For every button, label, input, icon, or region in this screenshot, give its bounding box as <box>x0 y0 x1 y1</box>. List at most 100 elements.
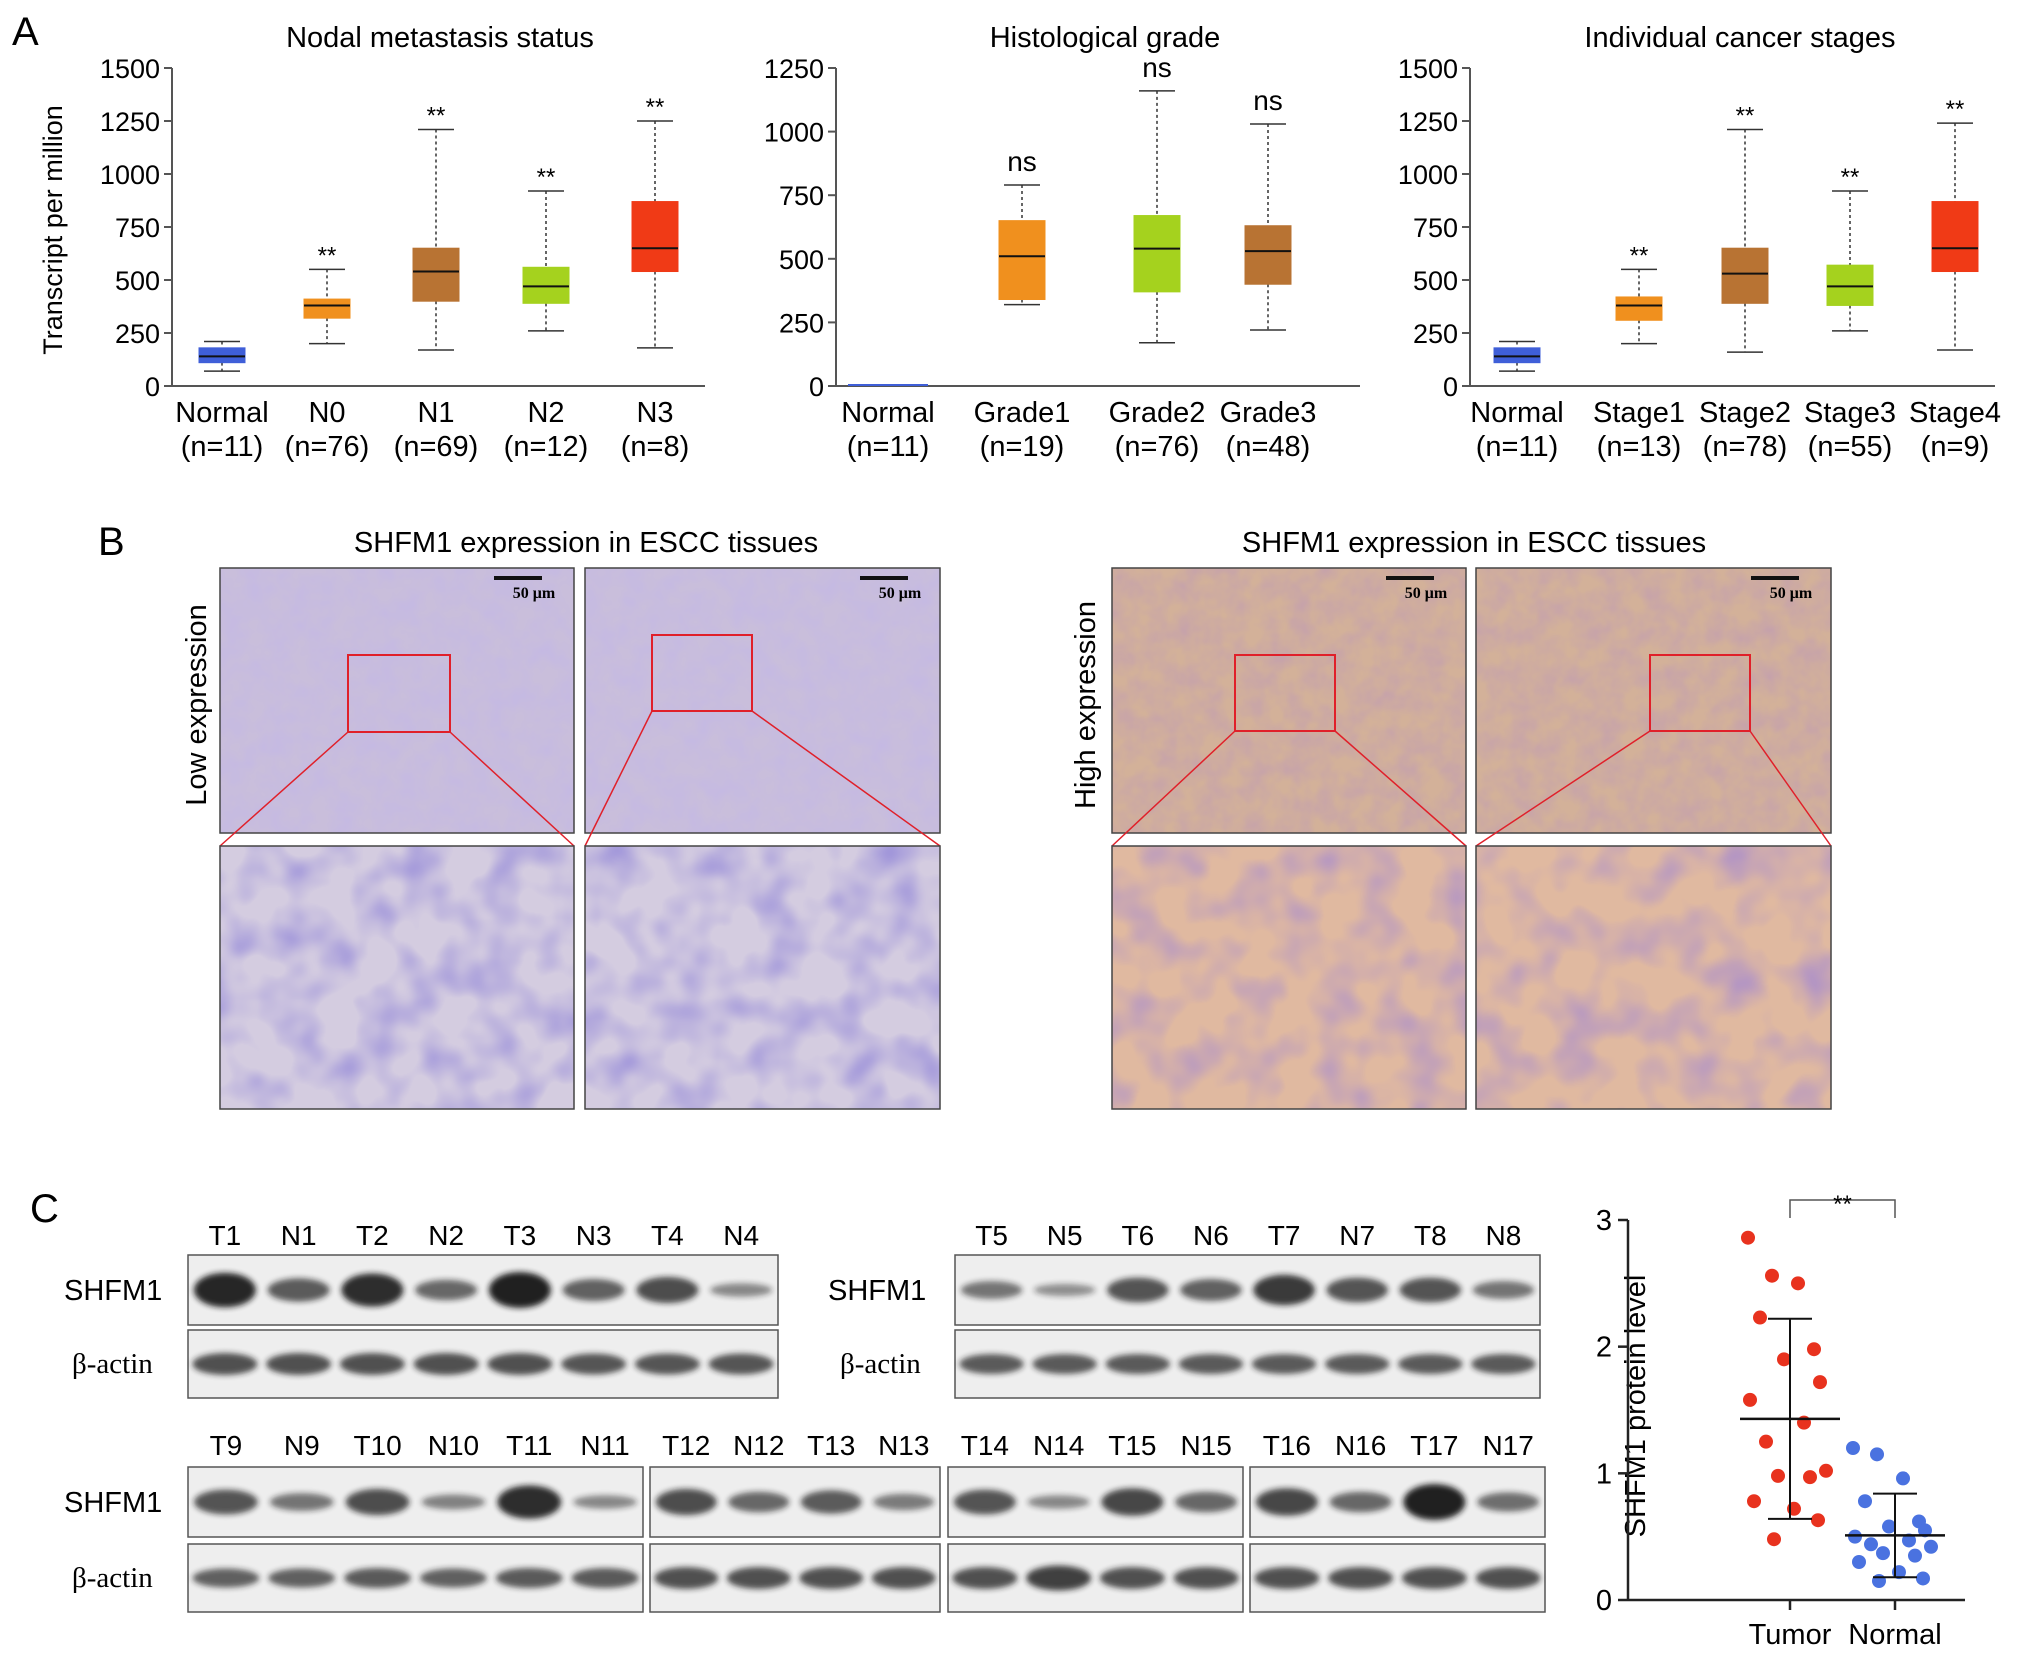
actin-band <box>192 1568 260 1588</box>
data-point <box>1902 1533 1916 1548</box>
actin-band <box>708 1353 774 1375</box>
category-label: Stage4 <box>1909 397 2001 429</box>
data-point <box>1908 1548 1922 1563</box>
shfm1-band <box>562 1279 625 1301</box>
actin-band <box>1099 1567 1165 1589</box>
image-frame <box>1475 845 1832 1110</box>
category-label: N0 <box>308 397 345 429</box>
category-label: Stage3 <box>1804 397 1896 429</box>
actin-band <box>192 1353 258 1375</box>
data-point <box>1747 1494 1761 1509</box>
box-grade1: ns <box>998 146 1046 306</box>
cell-texture <box>1112 846 1466 1109</box>
significance-label: ns <box>1007 146 1037 177</box>
protein-level-scatter-plot: SHFM1 protein level 0 1 2 3 Tumor Normal ** <box>1596 1191 1965 1651</box>
lane-label: N6 <box>1193 1220 1229 1251</box>
significance-label: ** <box>537 164 556 191</box>
zoom-line <box>1749 730 1832 847</box>
actin-band <box>268 1568 336 1588</box>
image-frame <box>1111 567 1467 834</box>
lane-label: T7 <box>1268 1220 1301 1251</box>
cell-texture <box>1476 846 1831 1109</box>
blot-group: T12 N12 T13 N13 <box>649 1430 941 1613</box>
box-normal <box>198 340 246 372</box>
y-tick-label: 2 <box>1596 1332 1612 1364</box>
box-iqr <box>303 298 351 319</box>
box-iqr <box>1826 264 1874 306</box>
lane-label: T9 <box>210 1430 243 1461</box>
data-point <box>1803 1470 1817 1485</box>
box-iqr <box>631 201 679 273</box>
blot-group: SHFM1 β-actin T1 N1 T2 N2 T3 N3 T4 N4 <box>64 1220 779 1399</box>
y-tick-label: 1500 <box>100 54 160 84</box>
lane-label: N17 <box>1482 1430 1533 1461</box>
y-tick-label: 1250 <box>764 54 824 84</box>
roi-box <box>347 654 451 733</box>
roi-box <box>1234 654 1336 732</box>
western-blots: SHFM1 β-actin T1 N1 T2 N2 T3 N3 T4 N4 SHFM1 β-actin… <box>64 1220 1546 1613</box>
zoom-line <box>1334 730 1467 847</box>
y-tick-label: 500 <box>779 245 824 275</box>
image-frame <box>1111 845 1467 1110</box>
scale-bar-label: 50 μm <box>879 585 922 602</box>
category-label: Grade3 <box>1220 397 1317 429</box>
zoom-line <box>219 731 349 847</box>
lane-label: T12 <box>662 1430 710 1461</box>
actin-band <box>420 1568 487 1588</box>
shfm1-band <box>1477 1492 1540 1512</box>
significance-label: ** <box>427 102 446 129</box>
actin-band <box>487 1353 553 1375</box>
count-label: (n=55) <box>1808 431 1893 463</box>
x-tick-label: Tumor <box>1749 1619 1832 1651</box>
blot-frame <box>187 1466 644 1538</box>
category-label: Stage2 <box>1699 397 1791 429</box>
count-label: (n=12) <box>504 431 589 463</box>
actin-band <box>871 1567 936 1589</box>
shfm1-band <box>728 1491 790 1513</box>
count-label: (n=11) <box>1476 431 1558 463</box>
lane-label: N12 <box>733 1430 784 1461</box>
actin-band <box>1254 1567 1320 1589</box>
category-label: N3 <box>636 397 673 429</box>
box-stage1: ** <box>1615 242 1663 345</box>
category-label: Normal <box>1470 397 1563 429</box>
lane-label: N13 <box>878 1430 929 1461</box>
category-label: Stage1 <box>1593 397 1685 429</box>
y-tick-label: 1000 <box>1398 160 1458 190</box>
box-iqr <box>1244 225 1292 285</box>
y-tick-label: 0 <box>1443 372 1458 402</box>
actin-band <box>959 1354 1024 1374</box>
shfm1-band <box>800 1490 862 1514</box>
significance-bracket <box>1789 1199 1896 1218</box>
scale-bar-label: 50 μm <box>1405 585 1448 602</box>
shfm1-band <box>1329 1491 1392 1513</box>
roi-box <box>651 634 753 712</box>
category-label: N1 <box>417 397 454 429</box>
shfm1-band <box>1175 1491 1238 1513</box>
count-label: (n=19) <box>980 431 1065 463</box>
box-stage3: ** <box>1826 164 1874 332</box>
zoom-line <box>1475 730 1651 847</box>
lane-label: N7 <box>1339 1220 1375 1251</box>
image-frame <box>1475 567 1832 834</box>
data-point <box>1918 1523 1932 1538</box>
box-n1: ** <box>412 102 460 351</box>
lane-label: N10 <box>428 1430 479 1461</box>
shfm1-band <box>341 1273 404 1307</box>
significance-label: ** <box>646 94 665 121</box>
actin-row-label: β-actin <box>72 1348 153 1380</box>
lane-label: T5 <box>975 1220 1008 1251</box>
box-plot-histological-grade: Histological grade 0 250 500 750 1000 1250 Norm… <box>764 22 1360 463</box>
lane-label: N8 <box>1486 1220 1522 1251</box>
blot-group: SHFM1 β-actin T9 N9 T10 N10 T11 N11 <box>64 1430 644 1613</box>
y-tick-label: 1500 <box>1398 54 1458 84</box>
y-tick-label: 250 <box>779 308 824 338</box>
y-tick-label: 750 <box>115 213 160 243</box>
lane-label: T13 <box>807 1430 855 1461</box>
shfm1-band <box>269 1493 334 1511</box>
blot-group: T16 N16 T17 N17 <box>1249 1430 1546 1613</box>
actin-band <box>339 1353 405 1375</box>
shfm1-row-label: SHFM1 <box>64 1487 162 1519</box>
significance-label: ** <box>1833 1191 1852 1218</box>
y-tick-label: 250 <box>1413 319 1458 349</box>
